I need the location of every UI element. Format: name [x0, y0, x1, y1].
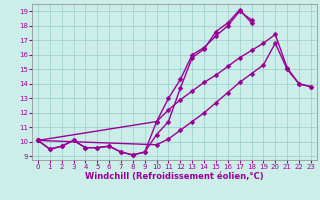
X-axis label: Windchill (Refroidissement éolien,°C): Windchill (Refroidissement éolien,°C): [85, 172, 264, 181]
